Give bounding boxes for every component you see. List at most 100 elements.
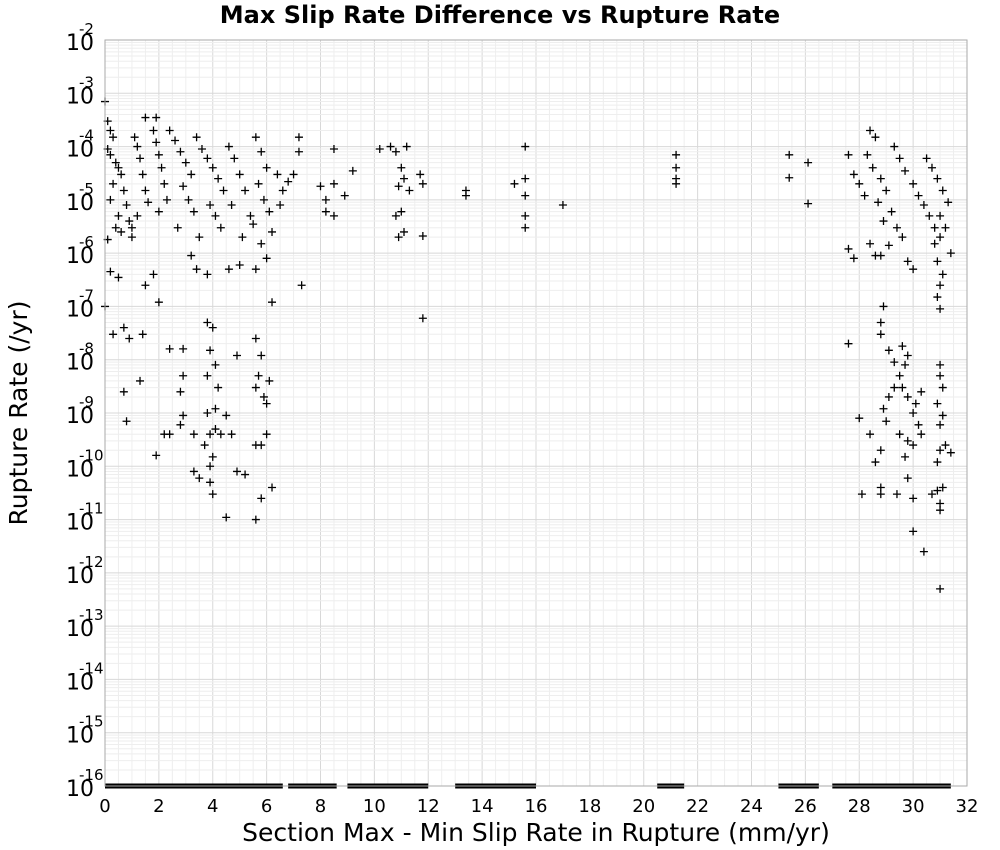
data-point xyxy=(246,211,255,220)
data-point xyxy=(898,383,907,392)
data-point xyxy=(130,133,139,142)
data-point xyxy=(222,411,231,420)
x-tick-label: 12 xyxy=(417,796,440,817)
data-point xyxy=(890,383,899,392)
x-tick-label: 32 xyxy=(956,796,979,817)
data-point xyxy=(189,467,198,476)
data-point xyxy=(946,448,955,457)
data-point xyxy=(173,223,182,232)
data-point xyxy=(936,371,945,380)
data-point xyxy=(329,211,338,220)
data-point xyxy=(206,462,215,471)
data-point xyxy=(203,318,212,327)
data-point xyxy=(879,302,888,311)
y-tick-label-base: 10 xyxy=(66,31,94,56)
y-tick-label-base: 10 xyxy=(66,297,94,322)
y-tick-label-exponent: -16 xyxy=(79,766,104,784)
data-point xyxy=(938,186,947,195)
data-point xyxy=(903,351,912,360)
x-tick-label: 4 xyxy=(207,796,218,817)
data-point xyxy=(189,207,198,216)
data-point xyxy=(558,201,567,210)
data-point xyxy=(206,346,215,355)
data-point xyxy=(402,142,411,151)
data-point xyxy=(187,170,196,179)
y-tick-label-exponent: -6 xyxy=(79,233,94,251)
data-point xyxy=(866,239,875,248)
y-tick-label-exponent: -7 xyxy=(79,286,94,304)
data-point xyxy=(903,392,912,401)
data-point xyxy=(405,186,414,195)
data-point xyxy=(195,233,204,242)
data-point xyxy=(259,195,268,204)
y-tick-label-base: 10 xyxy=(66,670,94,695)
data-point xyxy=(265,376,274,385)
data-point xyxy=(222,513,231,522)
data-point xyxy=(203,371,212,380)
data-point xyxy=(672,179,681,188)
data-point xyxy=(125,217,134,226)
data-point xyxy=(278,186,287,195)
data-point xyxy=(871,251,880,260)
data-point xyxy=(160,179,169,188)
data-point xyxy=(257,441,266,450)
data-point xyxy=(936,584,945,593)
data-point xyxy=(206,430,215,439)
data-point xyxy=(119,387,128,396)
data-point xyxy=(927,490,936,499)
data-point xyxy=(938,411,947,420)
data-point xyxy=(397,207,406,216)
data-point xyxy=(179,182,188,191)
data-point xyxy=(251,334,260,343)
y-tick-label-base: 10 xyxy=(66,404,94,429)
data-point xyxy=(216,223,225,232)
data-point xyxy=(901,452,910,461)
data-point xyxy=(197,145,206,154)
data-point xyxy=(127,223,136,232)
data-point xyxy=(203,409,212,417)
data-point xyxy=(109,179,118,188)
data-point xyxy=(672,163,681,172)
data-point xyxy=(901,166,910,175)
data-point xyxy=(521,223,530,232)
data-point xyxy=(895,430,904,439)
data-point xyxy=(876,483,885,492)
data-point xyxy=(262,254,271,263)
data-point xyxy=(938,270,947,279)
data-point xyxy=(394,182,403,191)
data-point xyxy=(268,483,277,492)
data-point xyxy=(785,150,794,159)
data-point xyxy=(176,420,185,429)
data-point xyxy=(216,430,225,439)
y-tick-label-base: 10 xyxy=(66,457,94,482)
data-point xyxy=(941,223,950,232)
data-point xyxy=(154,150,163,159)
data-point xyxy=(866,430,875,439)
x-tick-label: 20 xyxy=(632,796,655,817)
data-point xyxy=(273,170,282,179)
y-tick-label-exponent: -14 xyxy=(79,659,104,677)
data-point xyxy=(211,360,220,369)
data-point xyxy=(933,257,942,266)
data-point xyxy=(418,314,427,323)
data-point xyxy=(206,201,215,210)
data-point xyxy=(149,126,158,135)
data-point xyxy=(876,330,885,339)
data-point xyxy=(903,474,912,483)
y-tick-label-exponent: -9 xyxy=(79,393,94,411)
data-point xyxy=(149,270,158,279)
data-point xyxy=(254,371,263,380)
data-point xyxy=(136,154,145,163)
data-point xyxy=(909,179,918,188)
data-point xyxy=(138,170,147,179)
data-point xyxy=(165,344,174,353)
data-point xyxy=(294,147,303,156)
data-point xyxy=(211,211,220,220)
data-point xyxy=(804,199,813,208)
data-point xyxy=(844,150,853,159)
x-axis-ticks: 0 2 4 6 8 10 12 14 16 18 20 22 24 26 28 30 32 xyxy=(99,796,978,817)
data-point xyxy=(230,154,239,163)
data-point xyxy=(868,163,877,172)
data-point xyxy=(211,404,220,413)
data-point xyxy=(106,150,115,159)
